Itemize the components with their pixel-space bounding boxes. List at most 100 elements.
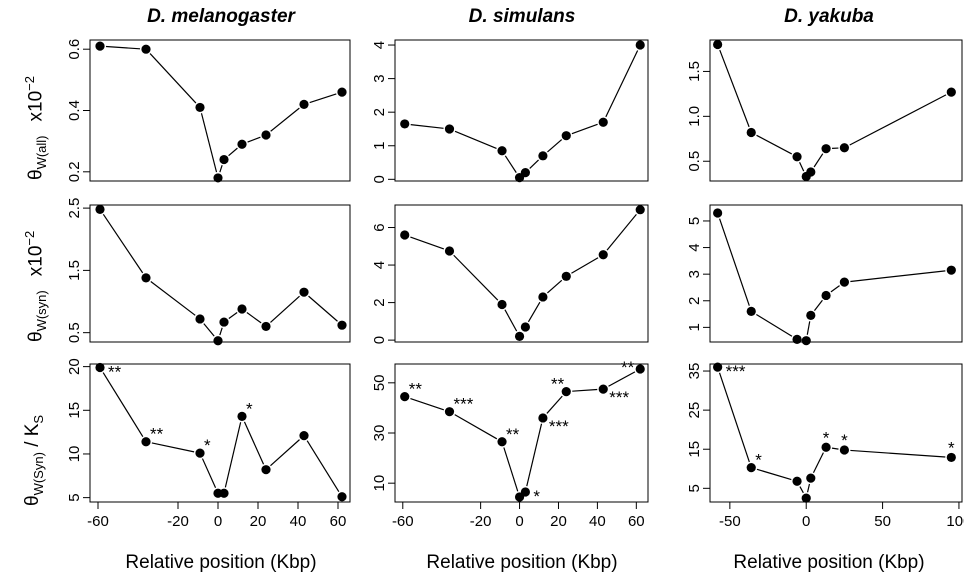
panel-r2c2-xtick-label: 0 bbox=[802, 513, 810, 530]
panel-r2c1-xtick-label: 40 bbox=[589, 513, 606, 530]
panel-r2c2-significance-label: * bbox=[948, 438, 955, 457]
panel-r0c2-series-line bbox=[799, 161, 805, 172]
panel-r2c2-series-line bbox=[831, 447, 839, 450]
panel-r1c0-series-line bbox=[246, 312, 262, 324]
panel-r2c0-data-point bbox=[299, 431, 309, 441]
panel-r2c2-significance-label: *** bbox=[726, 362, 746, 381]
panel-r0c1-data-point bbox=[598, 117, 608, 127]
panel-r0c2-ytick-label: 1.5 bbox=[686, 61, 703, 82]
panel-r1c1-series-line bbox=[410, 236, 445, 250]
panel-r1c1-data-point bbox=[561, 271, 571, 281]
panel-r0c1-ytick-label: 4 bbox=[371, 41, 388, 49]
panel-r2c1-frame bbox=[394, 363, 649, 503]
panel-r0c0-series-line bbox=[219, 165, 223, 173]
panel-r2c1-series-line bbox=[454, 414, 498, 440]
panel-r2c1-significance-label: *** bbox=[609, 388, 629, 407]
panel-r0c0-series-line bbox=[200, 113, 218, 173]
panel-r1c1-ytick-label: 6 bbox=[371, 223, 388, 231]
panel-r2c1-series-line bbox=[503, 447, 519, 492]
panel-r1c2-series-line bbox=[719, 218, 750, 306]
panel-r1c0-data-point bbox=[299, 287, 309, 297]
panel-r1c1-series-line bbox=[527, 301, 541, 323]
panel-r2c2-data-point bbox=[806, 473, 816, 483]
panel-r2c0-series-line bbox=[151, 442, 195, 453]
panel-r1c1-ytick-label: 0 bbox=[371, 336, 388, 344]
panel-r0c0-ytick-label: 0.4 bbox=[66, 100, 83, 121]
panel-r2c0-ytick-label: 5 bbox=[66, 493, 83, 501]
panel-r2c1-series-line bbox=[410, 397, 444, 411]
x-axis-label-col3: Relative position (Kbp) bbox=[733, 552, 925, 573]
panel-r0c0-series-line bbox=[105, 45, 141, 50]
x-axis-label-col1: Relative position (Kbp) bbox=[125, 552, 317, 573]
panel-r2c0-ytick-label: 15 bbox=[66, 402, 83, 419]
panel-r1c1-data-point bbox=[400, 230, 410, 240]
column-title-yakuba: D. yakuba bbox=[784, 6, 874, 27]
panel-r0c1-data-point bbox=[538, 151, 548, 161]
panel-r1c0-data-point bbox=[219, 317, 229, 327]
panel-r2c0-significance-label: ** bbox=[150, 425, 164, 444]
panel-r0c2-data-point bbox=[746, 127, 756, 138]
panel-r2c0-ytick-label: 10 bbox=[66, 446, 83, 463]
panel-r2c2-ytick-label: 25 bbox=[686, 402, 703, 419]
panel-r0c2-data-point bbox=[806, 167, 816, 177]
panel-r2c0-data-point bbox=[261, 465, 271, 475]
panel-r1c0-data-point bbox=[237, 304, 247, 314]
panel-r2c2-significance-label: * bbox=[755, 451, 762, 470]
panel-r2c0-frame bbox=[89, 363, 351, 503]
panel-r0c1-data-point bbox=[497, 146, 507, 156]
panel-r1c1-data-point bbox=[514, 331, 525, 341]
panel-r2c1-xtick-label: 0 bbox=[515, 513, 523, 530]
panel-r2c2-series-line bbox=[850, 449, 946, 458]
panel-r2c2-data-point bbox=[821, 442, 831, 452]
panel-r2c1-significance-label: *** bbox=[453, 395, 473, 414]
panel-r2c0-xtick-label: 20 bbox=[250, 513, 267, 530]
panel-r0c2-series-line bbox=[719, 49, 750, 128]
panel-r2c2-series-line bbox=[799, 486, 804, 494]
panel-r0c2-data-point bbox=[792, 152, 802, 162]
panel-r2c0-significance-label: * bbox=[204, 436, 211, 455]
panel-r0c0-data-point bbox=[261, 130, 271, 140]
panel-r2c2-data-point bbox=[839, 445, 850, 455]
panel-r2c1-significance-label: ** bbox=[506, 425, 520, 444]
panel-r2c1-series-line bbox=[526, 423, 543, 487]
panel-r0c2-data-point bbox=[839, 143, 850, 153]
panel-r1c2-data-point bbox=[746, 306, 756, 317]
panel-r1c1-ytick-label: 2 bbox=[371, 298, 388, 306]
panel-r2c1-data-point bbox=[520, 487, 530, 497]
panel-r1c2-series-line bbox=[830, 285, 840, 293]
panel-r2c1-significance-label: * bbox=[533, 487, 540, 506]
panel-r0c0-data-point bbox=[95, 41, 105, 51]
panel-r1c0-series-line bbox=[308, 295, 338, 322]
panel-r1c1-data-point bbox=[538, 292, 548, 302]
panel-r2c0-series-line bbox=[224, 422, 242, 488]
panel-r2c2-series-line bbox=[806, 483, 811, 493]
panel-r1c1-data-point bbox=[598, 250, 608, 260]
panel-r0c1-data-point bbox=[635, 40, 645, 50]
panel-r0c1-series-line bbox=[529, 159, 539, 169]
panel-r1c0-series-line bbox=[102, 214, 144, 274]
panel-r2c2-significance-label: * bbox=[823, 428, 830, 447]
panel-r2c2-data-point bbox=[792, 476, 802, 486]
panel-r1c2-data-point bbox=[821, 290, 831, 301]
panel-r2c1-ytick-label: 30 bbox=[371, 425, 388, 442]
panel-r2c0-significance-label: * bbox=[246, 399, 253, 418]
panel-r0c0-data-point bbox=[219, 154, 229, 165]
panel-r0c1-data-point bbox=[444, 124, 455, 134]
panel-r0c2-series-line bbox=[756, 134, 793, 155]
panel-r1c0-data-point bbox=[95, 204, 105, 214]
panel-r1c0-series-line bbox=[228, 312, 238, 320]
panel-r1c1-data-point bbox=[444, 246, 455, 256]
panel-r0c1-series-line bbox=[410, 124, 444, 129]
panel-r0c2-data-point bbox=[821, 144, 831, 154]
panel-r0c0-data-point bbox=[299, 99, 309, 109]
panel-r2c0-xtick-label: -60 bbox=[87, 513, 109, 530]
panel-r2c2-series-line bbox=[718, 372, 750, 463]
panel-r2c1-data-point bbox=[561, 387, 571, 397]
panel-r1c0-series-line bbox=[219, 327, 223, 336]
panel-r2c1-ytick-label: 10 bbox=[371, 475, 388, 492]
panel-r0c1-series-line bbox=[454, 130, 497, 150]
panel-r2c2-data-point bbox=[746, 462, 756, 473]
panel-r0c1-ytick-label: 2 bbox=[371, 108, 388, 116]
panel-r2c1-xtick-label: -20 bbox=[470, 513, 492, 530]
panel-r2c2-data-point bbox=[801, 493, 811, 503]
